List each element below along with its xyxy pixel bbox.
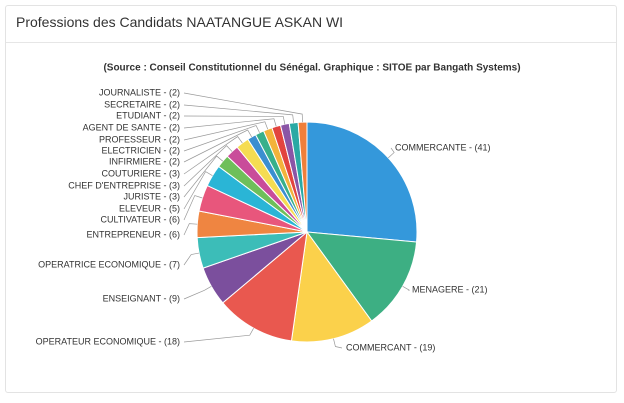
- data-label: ELECTRICIEN - (2): [101, 145, 180, 155]
- pie-slice: [222, 230, 308, 342]
- leader-line: [183, 252, 200, 266]
- data-label: COMMERCANT - (19): [346, 342, 435, 352]
- leader-line: [183, 155, 224, 198]
- leader-line: [183, 92, 303, 123]
- leader-line: [183, 125, 260, 152]
- data-label: OPERATEUR ECONOMIQUE - (18): [36, 336, 180, 346]
- leader-line: [183, 195, 203, 221]
- data-label: ETUDIANT - (2): [116, 110, 180, 120]
- data-label: CULTIVATEUR - (6): [100, 214, 180, 224]
- leader-line: [183, 115, 286, 125]
- leader-line: [183, 104, 295, 123]
- data-label: INFIRMIERE - (2): [109, 156, 180, 166]
- leader-line: [183, 286, 212, 300]
- data-label: PROFESSEUR - (2): [99, 134, 180, 144]
- data-label: COMMERCANTE - (41): [395, 142, 491, 152]
- leader-line: [183, 121, 269, 141]
- card-title: Professions des Candidats NAATANGUE ASKA…: [6, 6, 616, 43]
- leader-line: [183, 118, 277, 129]
- leader-line: [183, 328, 254, 343]
- data-label: OPERATRICE ECONOMIQUE - (7): [38, 259, 180, 269]
- data-label: ENTREPRENEUR - (6): [86, 229, 180, 239]
- data-label: CHEF D'ENTREPRISE - (3): [68, 180, 180, 190]
- leader-line: [183, 223, 198, 236]
- data-label: SECRETAIRE - (2): [104, 99, 180, 109]
- chart-subtitle: (Source : Conseil Constitutionnel du Sén…: [103, 63, 520, 74]
- leader-line: [183, 136, 243, 175]
- leader-line: [183, 129, 252, 163]
- data-label: COUTURIERE - (3): [102, 168, 181, 178]
- data-label: JURISTE - (3): [123, 191, 180, 201]
- leader-line: [388, 147, 395, 159]
- data-label: JOURNALISTE - (2): [99, 87, 180, 97]
- pie-slice: [306, 121, 418, 243]
- card: Professions des Candidats NAATANGUE ASKA…: [5, 5, 617, 393]
- leader-line: [333, 338, 343, 349]
- leader-line: [183, 145, 233, 187]
- leader-line: [183, 171, 213, 210]
- data-label: ELEVEUR - (5): [119, 203, 180, 213]
- data-label: ENSEIGNANT - (9): [103, 293, 180, 303]
- pie-slice: [305, 231, 418, 322]
- leader-line: [402, 286, 410, 291]
- data-label: MENAGERE - (21): [412, 284, 488, 294]
- data-label: AGENT DE SANTE - (2): [83, 122, 180, 132]
